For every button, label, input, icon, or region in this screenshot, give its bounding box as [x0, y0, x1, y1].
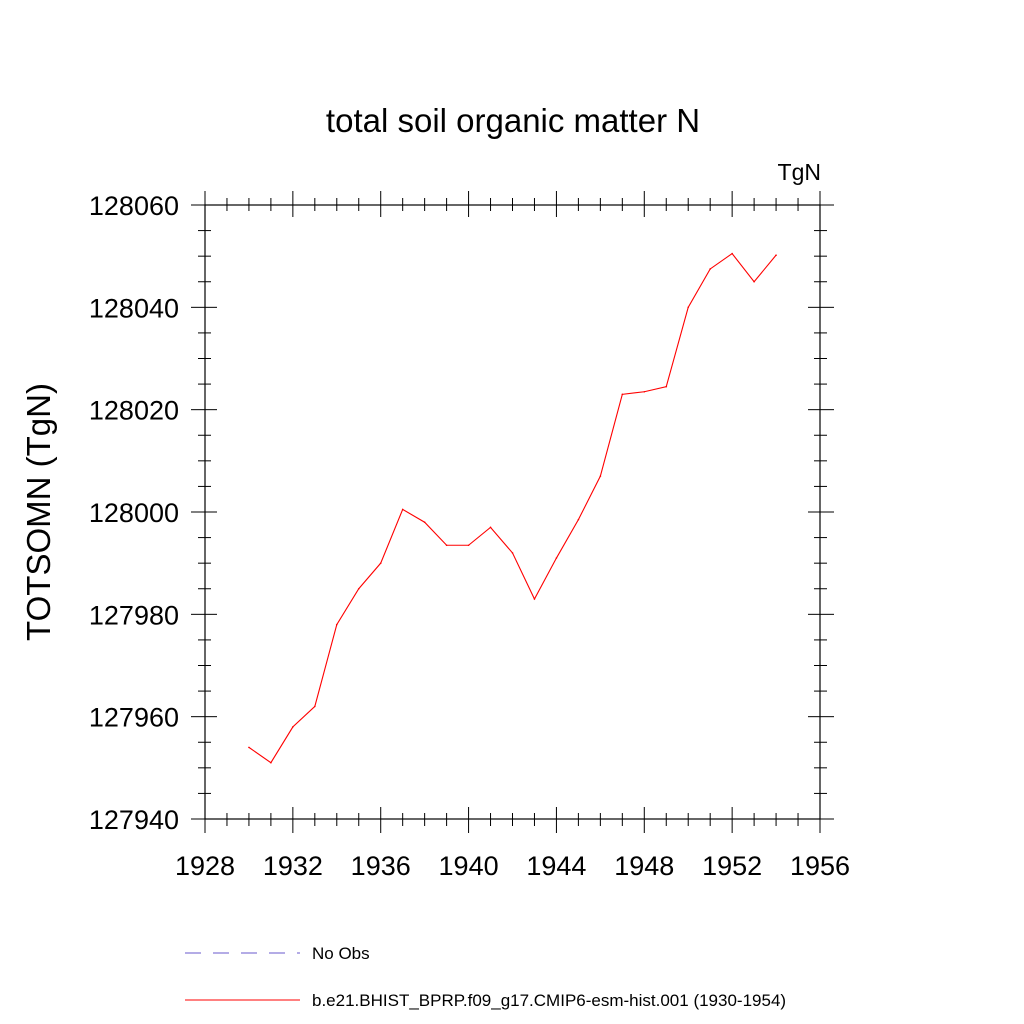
x-tick-label: 1948	[614, 851, 674, 881]
units-label: TgN	[778, 159, 821, 185]
data-point	[445, 544, 448, 547]
y-tick-label: 128060	[89, 191, 179, 221]
y-tick-label: 128040	[89, 293, 179, 323]
data-point	[709, 268, 711, 270]
chart-title: total soil organic matter N	[326, 102, 700, 139]
x-tick-label: 1940	[439, 851, 499, 881]
y-tick-label: 127960	[89, 703, 179, 733]
data-point	[665, 385, 668, 388]
data-point	[511, 552, 514, 554]
x-tick-label: 1952	[702, 851, 762, 881]
legend-label: b.e21.BHIST_BPRP.f09_g17.CMIP6-esm-hist.…	[312, 991, 786, 1010]
y-tick-label: 127940	[89, 805, 179, 835]
data-point	[467, 544, 470, 547]
data-point	[489, 526, 492, 529]
axes: 1928 1932 1936 1940 1944 1948 1952 1956 127940 12…	[89, 191, 850, 881]
x-tick-label: 1936	[351, 851, 411, 881]
data-point	[533, 598, 536, 600]
data-point	[687, 306, 690, 309]
data-point	[731, 252, 733, 255]
y-tick-label: 128000	[89, 498, 179, 528]
data-point	[401, 508, 404, 511]
data-point	[357, 587, 360, 590]
plot-frame	[204, 204, 821, 820]
x-tick-label: 1928	[175, 851, 235, 881]
legend: No Obs b.e21.BHIST_BPRP.f09_g17.CMIP6-esm…	[185, 944, 786, 1010]
series-line	[248, 252, 777, 764]
plot-area	[248, 252, 777, 764]
data-point	[577, 518, 580, 521]
data-point	[555, 557, 558, 559]
data-point	[599, 475, 602, 477]
legend-label: No Obs	[312, 944, 370, 963]
data-point	[270, 761, 272, 764]
x-tick-label: 1956	[790, 851, 850, 881]
data-point	[643, 390, 646, 393]
y-tick-label: 128020	[89, 396, 179, 426]
data-point	[292, 726, 294, 728]
data-point	[314, 705, 316, 708]
y-tick-label: 127980	[89, 600, 179, 630]
data-point	[775, 254, 777, 256]
data-point	[248, 746, 250, 749]
y-axis-label: TOTSOMN (TgN)	[20, 383, 57, 641]
data-point	[753, 280, 755, 283]
data-point	[423, 521, 426, 524]
data-point	[379, 562, 382, 564]
x-tick-label: 1932	[263, 851, 323, 881]
x-tick-label: 1944	[526, 851, 586, 881]
data-point	[335, 623, 338, 626]
data-point	[621, 393, 624, 396]
